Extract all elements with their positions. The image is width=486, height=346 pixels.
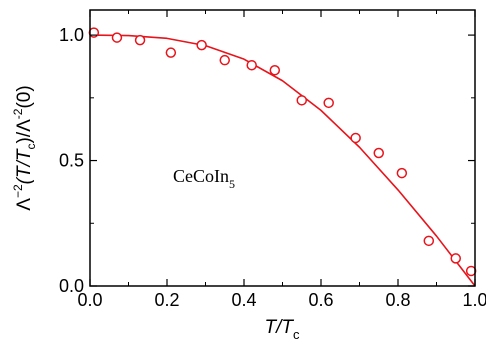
data-point — [269, 64, 281, 76]
plot-frame — [89, 9, 476, 287]
data-point — [165, 47, 177, 58]
data-point — [196, 39, 207, 51]
y-tick-label: 0.0 — [59, 276, 84, 296]
data-point — [450, 253, 461, 264]
x-tick-label: 0.0 — [77, 290, 102, 310]
data-point — [423, 235, 435, 247]
x-tick-label: 1.0 — [462, 290, 486, 310]
x-tick-label: 0.6 — [308, 290, 333, 310]
data-point — [111, 32, 123, 43]
x-tick-label: 0.2 — [154, 290, 179, 310]
x-tick-label: 0.8 — [385, 290, 410, 310]
data-point — [219, 54, 230, 66]
data-point — [296, 95, 307, 106]
data-point — [396, 167, 408, 179]
data-point — [134, 34, 146, 46]
x-axis-label: T/Tc — [265, 317, 301, 342]
data-point — [323, 97, 334, 109]
data-point — [373, 147, 384, 159]
compound-annotation: CeCoIn5 — [173, 166, 235, 191]
y-axis-label: Λ−2(T/Tc)/Λ-2(0) — [11, 85, 38, 210]
y-tick-label: 0.5 — [59, 151, 84, 171]
data-point — [246, 59, 257, 71]
fit-curve — [89, 34, 476, 287]
data-point — [350, 132, 361, 144]
x-tick-label: 0.4 — [231, 290, 256, 310]
y-tick-label: 1.0 — [59, 25, 84, 45]
